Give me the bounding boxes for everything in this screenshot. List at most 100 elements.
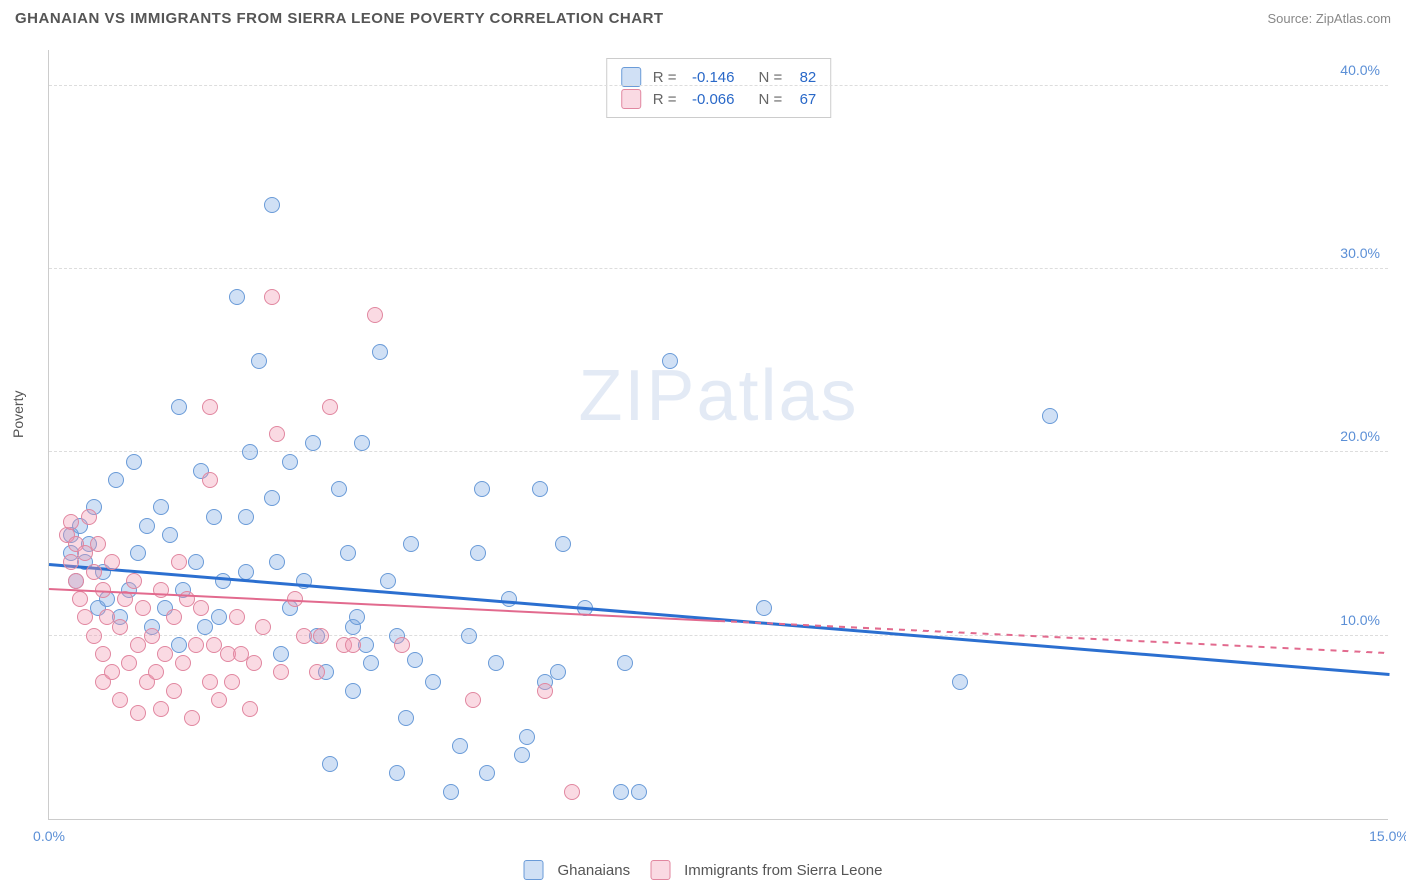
data-point	[77, 609, 93, 625]
data-point	[296, 628, 312, 644]
data-point	[255, 619, 271, 635]
data-point	[952, 674, 968, 690]
data-point	[121, 655, 137, 671]
data-point	[550, 664, 566, 680]
data-point	[148, 664, 164, 680]
data-point	[112, 619, 128, 635]
data-point	[126, 573, 142, 589]
data-point	[340, 545, 356, 561]
data-point	[613, 784, 629, 800]
n-label: N =	[759, 69, 783, 86]
data-point	[474, 481, 490, 497]
series-swatch	[650, 860, 670, 880]
data-point	[389, 765, 405, 781]
data-point	[564, 784, 580, 800]
gridline	[49, 635, 1388, 636]
data-point	[269, 554, 285, 570]
legend-label: Immigrants from Sierra Leone	[684, 862, 882, 879]
data-point	[238, 509, 254, 525]
data-point	[264, 197, 280, 213]
data-point	[162, 527, 178, 543]
n-value: 67	[788, 91, 816, 108]
data-point	[322, 756, 338, 772]
data-point	[345, 683, 361, 699]
source-label: Source: ZipAtlas.com	[1267, 11, 1391, 26]
data-point	[202, 399, 218, 415]
data-point	[224, 674, 240, 690]
legend-label: Ghanaians	[558, 862, 631, 879]
data-point	[68, 573, 84, 589]
data-point	[171, 554, 187, 570]
data-point	[465, 692, 481, 708]
data-point	[153, 701, 169, 717]
x-tick-label: 15.0%	[1369, 828, 1406, 844]
data-point	[461, 628, 477, 644]
n-value: 82	[788, 69, 816, 86]
data-point	[81, 509, 97, 525]
data-point	[313, 628, 329, 644]
data-point	[273, 646, 289, 662]
y-tick-label: 20.0%	[1340, 428, 1380, 444]
data-point	[188, 637, 204, 653]
data-point	[112, 692, 128, 708]
data-point	[211, 692, 227, 708]
chart-title: GHANAIAN VS IMMIGRANTS FROM SIERRA LEONE…	[15, 10, 664, 27]
data-point	[425, 674, 441, 690]
data-point	[238, 564, 254, 580]
data-point	[394, 637, 410, 653]
r-value: -0.146	[683, 69, 735, 86]
data-point	[501, 591, 517, 607]
trend-line	[719, 620, 1389, 654]
data-point	[479, 765, 495, 781]
data-point	[354, 435, 370, 451]
y-axis-label: Poverty	[10, 391, 26, 438]
data-point	[229, 609, 245, 625]
data-point	[452, 738, 468, 754]
data-point	[184, 710, 200, 726]
n-label: N =	[759, 91, 783, 108]
legend-item: Immigrants from Sierra Leone	[650, 860, 882, 880]
data-point	[363, 655, 379, 671]
data-point	[139, 518, 155, 534]
data-point	[108, 472, 124, 488]
gridline	[49, 85, 1388, 86]
data-point	[331, 481, 347, 497]
data-point	[202, 472, 218, 488]
data-point	[662, 353, 678, 369]
data-point	[631, 784, 647, 800]
series-legend: Ghanaians Immigrants from Sierra Leone	[524, 860, 883, 880]
data-point	[242, 444, 258, 460]
data-point	[171, 637, 187, 653]
stats-legend-box: R =-0.146N =82R =-0.066N =67	[606, 58, 832, 118]
data-point	[537, 683, 553, 699]
data-point	[756, 600, 772, 616]
data-point	[282, 454, 298, 470]
data-point	[443, 784, 459, 800]
data-point	[251, 353, 267, 369]
data-point	[264, 490, 280, 506]
series-swatch	[621, 89, 641, 109]
data-point	[273, 664, 289, 680]
data-point	[171, 399, 187, 415]
data-point	[532, 481, 548, 497]
data-point	[514, 747, 530, 763]
watermark: ZIPatlas	[578, 355, 858, 437]
data-point	[519, 729, 535, 745]
data-point	[349, 609, 365, 625]
data-point	[309, 664, 325, 680]
data-point	[372, 344, 388, 360]
r-value: -0.066	[683, 91, 735, 108]
gridline	[49, 268, 1388, 269]
y-tick-label: 30.0%	[1340, 245, 1380, 261]
data-point	[166, 683, 182, 699]
data-point	[269, 426, 285, 442]
data-point	[104, 664, 120, 680]
data-point	[153, 499, 169, 515]
data-point	[246, 655, 262, 671]
data-point	[166, 609, 182, 625]
r-label: R =	[653, 69, 677, 86]
x-tick-label: 0.0%	[33, 828, 65, 844]
data-point	[72, 591, 88, 607]
stats-row: R =-0.066N =67	[621, 89, 817, 109]
data-point	[488, 655, 504, 671]
